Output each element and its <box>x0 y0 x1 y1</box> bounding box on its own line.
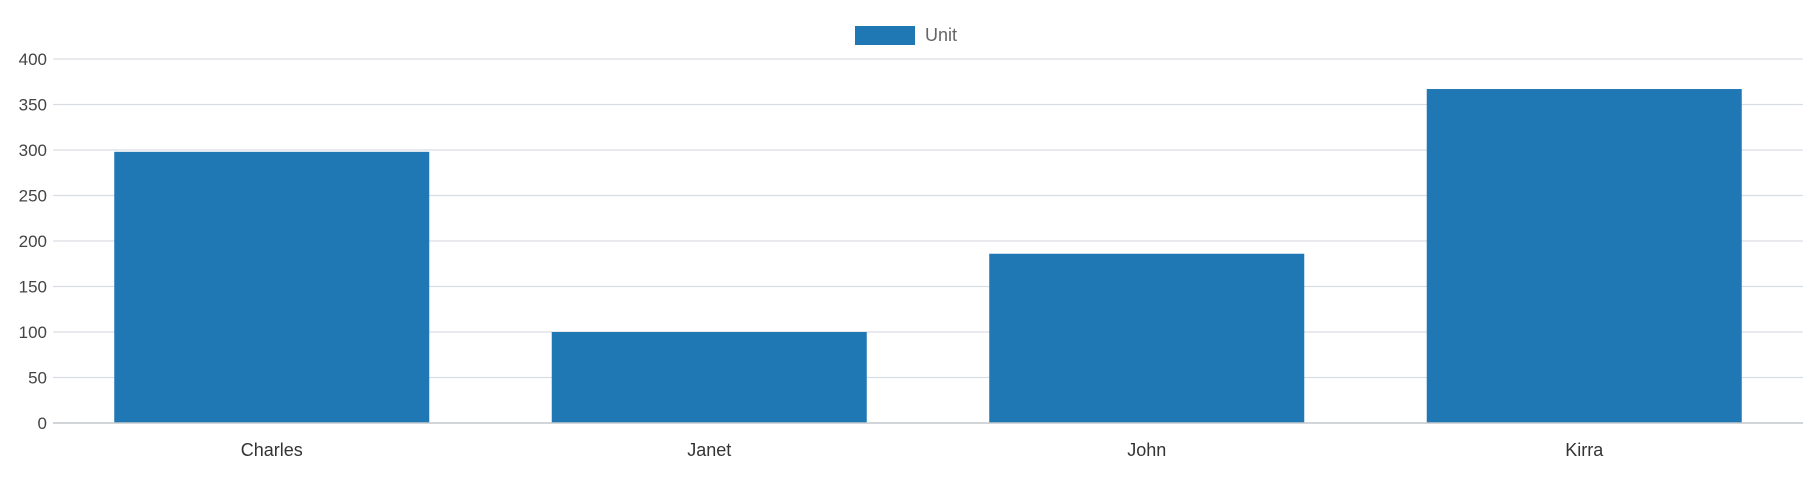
legend-label-unit[interactable]: Unit <box>925 25 957 45</box>
y-tick-label-300: 300 <box>19 141 47 160</box>
x-tick-label-charles: Charles <box>241 440 303 460</box>
bar-john[interactable] <box>989 253 1305 423</box>
bar-janet[interactable] <box>551 332 867 423</box>
legend-swatch-unit[interactable] <box>855 26 915 45</box>
bar-charles[interactable] <box>114 151 430 423</box>
y-tick-label-400: 400 <box>19 50 47 69</box>
y-tick-label-0: 0 <box>38 414 47 433</box>
y-tick-label-150: 150 <box>19 278 47 297</box>
x-tick-label-kirra: Kirra <box>1565 440 1604 460</box>
bars <box>114 89 1742 423</box>
y-tick-label-100: 100 <box>19 323 47 342</box>
y-tick-label-250: 250 <box>19 187 47 206</box>
x-axis-labels: Charles Janet John Kirra <box>241 440 1605 460</box>
x-tick-label-john: John <box>1127 440 1166 460</box>
bar-kirra[interactable] <box>1426 89 1742 423</box>
y-tick-label-50: 50 <box>28 369 47 388</box>
x-tick-label-janet: Janet <box>687 440 731 460</box>
y-tick-label-350: 350 <box>19 96 47 115</box>
y-axis-ticks: 0 50 100 150 200 250 300 350 400 <box>19 50 47 433</box>
legend[interactable]: Unit <box>855 25 957 45</box>
y-tick-label-200: 200 <box>19 232 47 251</box>
